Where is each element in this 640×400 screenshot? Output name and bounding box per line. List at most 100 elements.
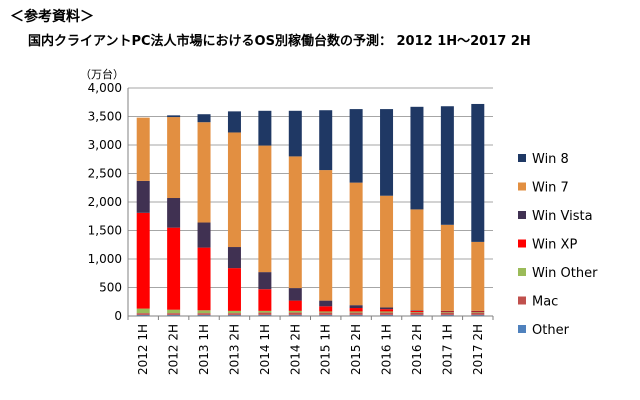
bar-segment [319, 306, 333, 312]
bar-segment [227, 268, 241, 311]
bar-segment [136, 117, 150, 181]
bar-segment [258, 110, 272, 146]
legend-swatch [518, 296, 526, 305]
bar-segment [349, 109, 363, 183]
bar-segment [440, 312, 454, 315]
bar-segment [380, 311, 394, 313]
bar-segment [258, 314, 272, 316]
y-axis-unit-label: （万台） [80, 68, 124, 81]
bar-segment [227, 132, 241, 248]
bar-segment [136, 180, 150, 213]
bar-segment [288, 288, 302, 301]
bar-segment [167, 313, 181, 315]
bar-segment [319, 312, 333, 315]
bar-segment [319, 110, 333, 171]
bar-segment [167, 115, 181, 118]
bar-segment [440, 310, 454, 312]
bar-segment [410, 310, 424, 311]
bar-segment [471, 312, 485, 315]
bar-segment [167, 198, 181, 228]
bar-segment [258, 272, 272, 290]
legend-swatch [518, 268, 526, 276]
bar-segment [471, 314, 485, 316]
bar-segment [288, 314, 302, 316]
y-tick-label: 500 [99, 281, 122, 295]
legend-swatch [518, 239, 526, 248]
y-tick-label: 3,500 [88, 110, 122, 124]
bar-segment [197, 310, 211, 314]
bar-segment [349, 308, 363, 312]
bar-segment [410, 312, 424, 315]
bar-segment [197, 122, 211, 223]
bar-segment [136, 314, 150, 316]
legend-label: Other [532, 323, 570, 338]
bar-segment [288, 156, 302, 289]
legend-swatch [518, 211, 526, 219]
y-tick-label: 0 [114, 309, 122, 323]
legend: Win 8 Win 7 Win Vista Win XP Win Other Mac Oth… [518, 152, 598, 338]
bar-segment [349, 182, 363, 306]
x-tick-label: 2013 2H [227, 324, 241, 375]
y-tick-label: 2,000 [88, 195, 122, 209]
bar-segment [410, 106, 424, 210]
bar-segment [410, 209, 424, 311]
bar-segment [197, 222, 211, 248]
bar-segment [440, 312, 454, 313]
x-tick-label: 2013 1H [197, 324, 211, 375]
bar-segment [288, 300, 302, 311]
bar-segment [410, 314, 424, 316]
legend-label: Mac [532, 295, 558, 310]
bar-segment [227, 310, 241, 314]
bar-segment [167, 117, 181, 199]
bar-segment [227, 247, 241, 269]
y-tick-label: 4,000 [88, 81, 122, 95]
bar-segment [440, 106, 454, 225]
bar-segment [136, 212, 150, 309]
bar-segment [380, 314, 394, 316]
bar-segment [349, 314, 363, 316]
bar-segment [319, 314, 333, 316]
bar-segment [136, 313, 150, 315]
bar-segment [440, 224, 454, 311]
x-tick-label: 2017 1H [440, 324, 454, 375]
gridlines [128, 87, 493, 317]
bar-segment [471, 311, 485, 313]
bar-segment [380, 312, 394, 315]
bar-segment [258, 289, 272, 311]
bar-segment [197, 247, 211, 311]
y-tick-label: 2,500 [88, 167, 122, 181]
bar-segment [380, 309, 394, 312]
bar-segment [380, 109, 394, 196]
bar-segment [258, 145, 272, 273]
legend-label: Win Vista [532, 209, 593, 224]
bar-segment [440, 311, 454, 313]
bar-segment [167, 309, 181, 314]
x-tick-label: 2012 2H [167, 324, 181, 375]
bar-segment [471, 241, 485, 311]
legend-swatch [518, 154, 526, 162]
bar-segment [258, 310, 272, 313]
y-tick-label: 1,000 [88, 252, 122, 266]
legend-label: Win 8 [532, 152, 569, 167]
bar-segment [319, 311, 333, 313]
bar-segment [136, 308, 150, 314]
bar-segment [380, 307, 394, 310]
bar-segment [167, 227, 181, 310]
legend-swatch [518, 182, 526, 191]
bar-segment [227, 111, 241, 133]
bar-segment [349, 305, 363, 309]
bar-segment [380, 195, 394, 308]
bar-segment [227, 313, 241, 315]
bar-segment [197, 313, 211, 315]
x-tick-label: 2016 1H [380, 324, 394, 375]
legend-label: Win 7 [532, 181, 569, 196]
bar-segment [227, 314, 241, 316]
bar-segment [288, 110, 302, 157]
y-tick-label: 1,500 [88, 224, 122, 238]
legend-label: Win XP [532, 238, 577, 253]
bar-segment [410, 310, 424, 313]
bar-segment [167, 314, 181, 316]
axes: 0 500 1,000 1,500 2,000 2,500 3,000 3,500 4,000 2… [88, 81, 494, 375]
bar-segment [288, 312, 302, 315]
